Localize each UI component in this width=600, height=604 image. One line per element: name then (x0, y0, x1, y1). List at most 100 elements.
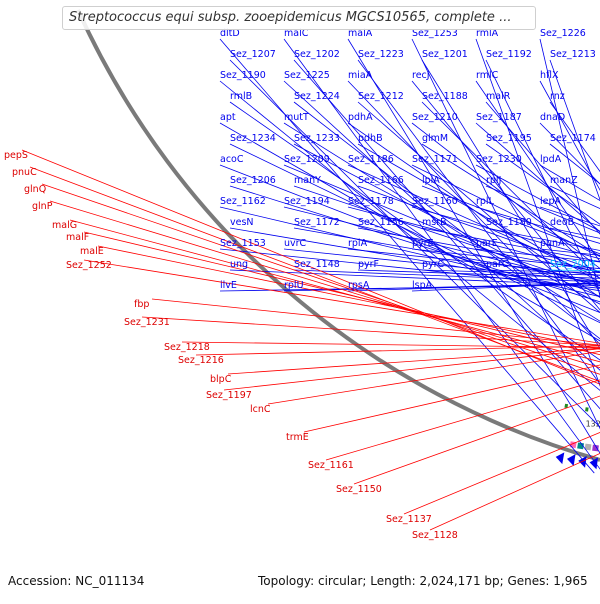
gene-label-Sez_1202[interactable]: Sez_1202 (294, 49, 340, 60)
gene-label-rplL[interactable]: rplL (476, 196, 495, 207)
gene-label-Sez_1224[interactable]: Sez_1224 (294, 91, 340, 102)
gene-label-pnuC[interactable]: pnuC (12, 167, 37, 178)
gene-label-rmlC[interactable]: rmlC (476, 70, 499, 81)
gene-label-pepS[interactable]: pepS (4, 150, 28, 161)
gene-label-uvrC[interactable]: uvrC (284, 238, 307, 249)
gene-label-pdhA[interactable]: pdhA (348, 112, 373, 123)
gene-label-lcnC[interactable]: lcnC (250, 404, 271, 415)
gene-label-Sez_1192[interactable]: Sez_1192 (486, 49, 532, 60)
gene-label-Sez_1190[interactable]: Sez_1190 (220, 70, 266, 81)
gene-label-msrB[interactable]: msrB (422, 217, 447, 228)
gene-label-rpsA[interactable]: rpsA (348, 280, 370, 291)
gene-label-malG[interactable]: malG (52, 220, 77, 231)
gene-label-Sez_1225[interactable]: Sez_1225 (284, 70, 330, 81)
gene-label-pyrE[interactable]: pyrE (412, 238, 434, 249)
gene-label-Sez_1178[interactable]: Sez_1178 (348, 196, 394, 207)
gene-label-rpiA[interactable]: rpiA (348, 238, 368, 249)
title-box[interactable]: Streptococcus equi subsp. zooepidemicus … (62, 6, 536, 30)
gene-label-Sez_1174[interactable]: Sez_1174 (550, 133, 596, 144)
gene-label-trmE[interactable]: trmE (286, 432, 309, 443)
gene-label-Sez_1194[interactable]: Sez_1194 (284, 196, 330, 207)
gene-label-Sez_1197[interactable]: Sez_1197 (206, 390, 252, 401)
gene-label-dnaD[interactable]: dnaD (540, 112, 565, 123)
gene-label-Sez_1206[interactable]: Sez_1206 (230, 175, 276, 186)
gene-label-Sez_1210[interactable]: Sez_1210 (412, 112, 458, 123)
gene-label-Sez_1187[interactable]: Sez_1187 (476, 112, 522, 123)
gene-label-manY[interactable]: manY (294, 175, 321, 186)
gene-label-parE[interactable]: parE (476, 238, 498, 249)
gene-label-rplJ[interactable]: rplJ (486, 175, 501, 186)
label-leader-line (84, 232, 600, 393)
gene-label-Sez_1234[interactable]: Sez_1234 (230, 133, 276, 144)
gene-label-Sez_1166[interactable]: Sez_1166 (358, 175, 404, 186)
map-title: Streptococcus equi subsp. zooepidemicus … (69, 10, 511, 25)
gene-label-Sez_1201[interactable]: Sez_1201 (422, 49, 468, 60)
gene-label-Sez_1172[interactable]: Sez_1172 (294, 217, 340, 228)
gene-label-Sez_1226[interactable]: Sez_1226 (540, 28, 586, 39)
gene-label-Sez_1216[interactable]: Sez_1216 (178, 355, 224, 366)
gene-label-Sez_1171[interactable]: Sez_1171 (412, 154, 458, 165)
gene-label-Sez_1231[interactable]: Sez_1231 (124, 317, 170, 328)
label-leader-line (230, 144, 600, 459)
gene-label-rplU[interactable]: rplU (284, 280, 304, 291)
gene-label-Sez_1207[interactable]: Sez_1207 (230, 49, 276, 60)
gene-label-hflX[interactable]: hflX (540, 70, 559, 81)
gene-label-lpdA[interactable]: lpdA (540, 154, 562, 165)
gene-label-malE[interactable]: malE (80, 246, 104, 257)
gene-label-vesN[interactable]: vesN (230, 217, 254, 228)
gene-label-Sez_1162[interactable]: Sez_1162 (220, 196, 266, 207)
gene-label-pdhB[interactable]: pdhB (358, 133, 383, 144)
gene-label-Sez_1153[interactable]: Sez_1153 (220, 238, 266, 249)
label-leader-line (50, 201, 600, 395)
gene-label-rnz[interactable]: rnz (550, 91, 565, 102)
gene-label-glnQ[interactable]: glnQ (24, 184, 46, 195)
gene-label-glmM[interactable]: glmM (422, 133, 448, 144)
gene-label-Sez_1150[interactable]: Sez_1150 (336, 484, 382, 495)
gene-label-punA[interactable]: punA (540, 238, 565, 249)
gene-label-Sez_1128[interactable]: Sez_1128 (412, 530, 458, 541)
gene-label-Sez_1223[interactable]: Sez_1223 (358, 49, 404, 60)
gene-label-pyrF[interactable]: pyrF (358, 259, 379, 270)
gene-label-fbp[interactable]: fbp (134, 299, 149, 310)
gene-label-Sez_1209[interactable]: Sez_1209 (284, 154, 330, 165)
gene-label-parC[interactable]: parC (486, 259, 509, 270)
gene-label-Sez_1161[interactable]: Sez_1161 (308, 460, 354, 471)
gene-label-lspA[interactable]: lspA (412, 280, 433, 291)
gene-label-ung[interactable]: ung (230, 259, 248, 270)
gene-label-Sez_1180[interactable]: Sez_1180 (486, 217, 532, 228)
gene-label-Sez_1212[interactable]: Sez_1212 (358, 91, 404, 102)
gene-label-Sez_1160[interactable]: Sez_1160 (412, 196, 458, 207)
tick-mark (566, 404, 567, 408)
gene-label-lplA[interactable]: lplA (422, 175, 440, 186)
gene-label-glnP[interactable]: glnP (32, 201, 53, 212)
gene-label-Sez_1218[interactable]: Sez_1218 (164, 342, 210, 353)
reverse-gene-arrow[interactable] (567, 454, 576, 466)
gene-label-manZ[interactable]: manZ (550, 175, 578, 186)
gene-label-lepA[interactable]: lepA (540, 196, 562, 207)
gene-label-Sez_2004[interactable]: Sez_2004 (550, 259, 596, 270)
gene-label-apt[interactable]: apt (220, 112, 236, 123)
gene-label-mutT[interactable]: mutT (284, 112, 309, 123)
reverse-gene-arrow[interactable] (556, 452, 565, 464)
gene-label-acoC[interactable]: acoC (220, 154, 244, 165)
gene-label-Sez_1252[interactable]: Sez_1252 (66, 260, 112, 271)
gene-label-malF[interactable]: malF (66, 232, 89, 243)
gene-label-malR[interactable]: malR (486, 91, 511, 102)
gene-label-Sez_1148[interactable]: Sez_1148 (294, 259, 340, 270)
reverse-gene-arrow[interactable] (578, 456, 586, 468)
gene-label-Sez_1195[interactable]: Sez_1195 (486, 133, 532, 144)
gene-label-deoB[interactable]: deoB (550, 217, 574, 228)
gene-label-Sez_1186[interactable]: Sez_1186 (348, 154, 394, 165)
gene-label-Sez_1137[interactable]: Sez_1137 (386, 514, 432, 525)
gene-label-rmlB[interactable]: rmlB (230, 91, 252, 102)
gene-label-Sez_1188[interactable]: Sez_1188 (422, 91, 468, 102)
gene-label-pyrC[interactable]: pyrC (422, 259, 445, 270)
gene-label-Sez_1230[interactable]: Sez_1230 (476, 154, 522, 165)
gene-label-Sez_1213[interactable]: Sez_1213 (550, 49, 596, 60)
gene-label-recJ[interactable]: recJ (412, 70, 430, 81)
gene-label-Sez_1156[interactable]: Sez_1156 (358, 217, 404, 228)
gene-label-blpC[interactable]: blpC (210, 374, 232, 385)
gene-label-ilvE[interactable]: ilvE (220, 280, 237, 291)
gene-label-Sez_1233[interactable]: Sez_1233 (294, 133, 340, 144)
gene-label-miaA[interactable]: miaA (348, 70, 373, 81)
